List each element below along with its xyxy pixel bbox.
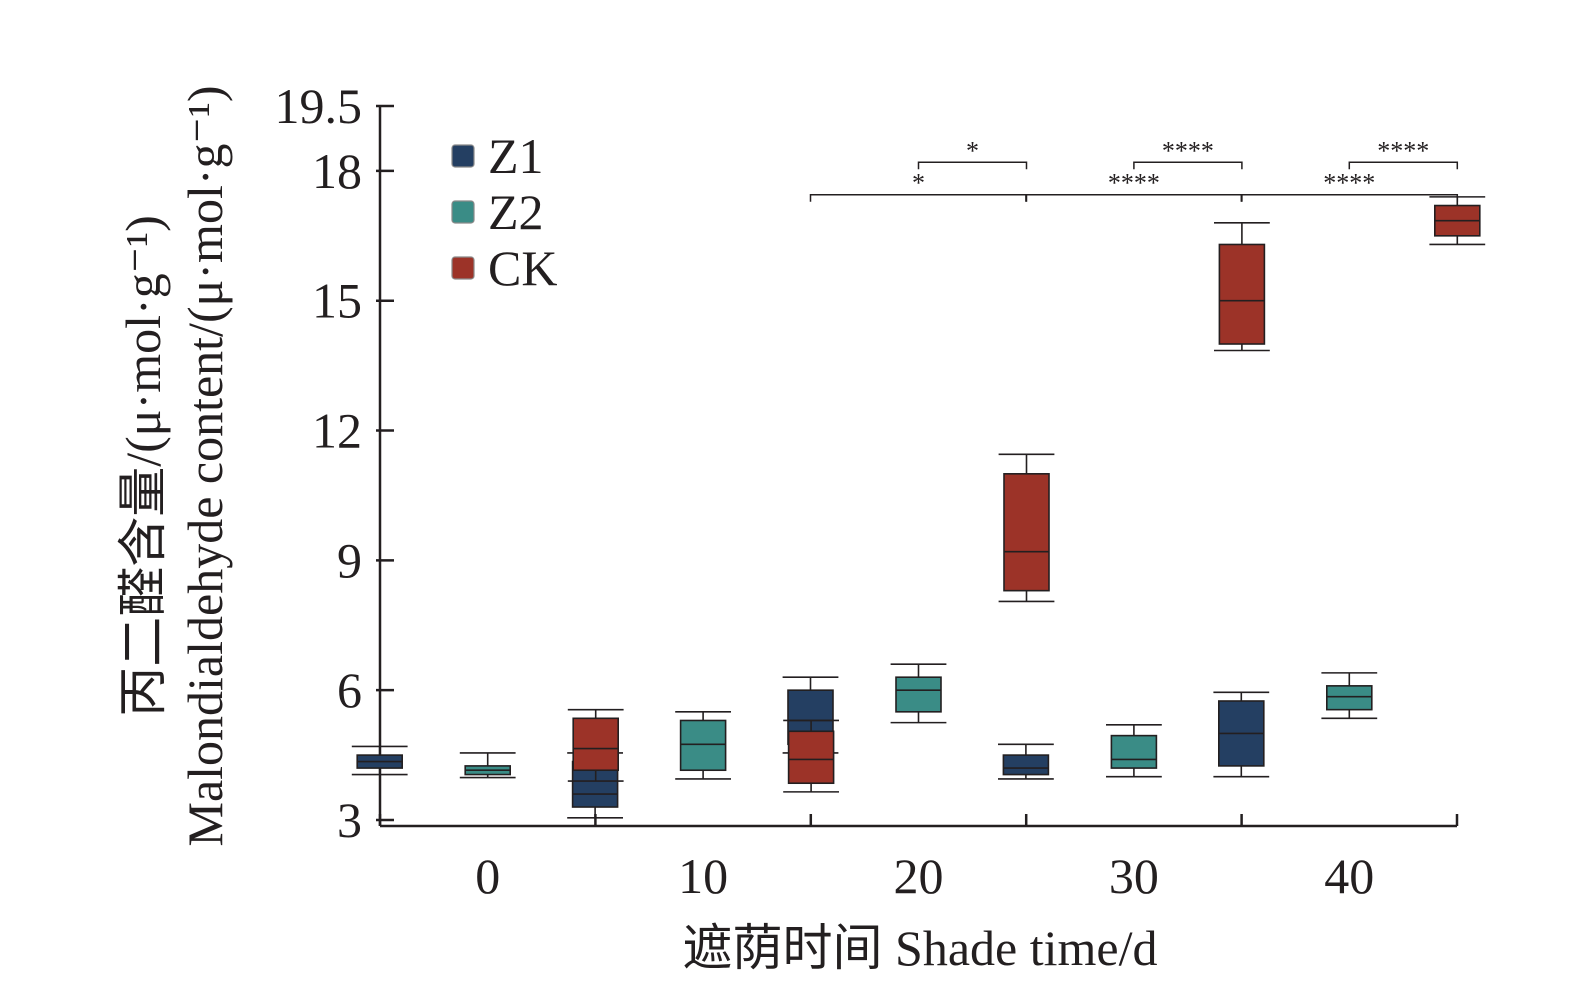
legend-swatch bbox=[451, 256, 475, 280]
legend-swatch bbox=[451, 144, 475, 168]
y-tick-label: 3 bbox=[337, 792, 362, 848]
x-tick-label: 20 bbox=[894, 848, 944, 904]
box-iqr bbox=[787, 730, 835, 785]
box-CK-40 bbox=[1429, 196, 1486, 246]
legend-item-CK: CK bbox=[451, 240, 557, 296]
significance-label: **** bbox=[1323, 169, 1375, 198]
x-tick-label: 0 bbox=[475, 848, 500, 904]
box-iqr bbox=[679, 719, 727, 772]
significance-label: **** bbox=[1162, 136, 1214, 165]
box-Z1-40 bbox=[1213, 691, 1270, 778]
y-tick-label: 6 bbox=[337, 662, 362, 718]
significance-label: * bbox=[912, 169, 925, 198]
box-Z2-0 bbox=[459, 752, 516, 779]
box-iqr bbox=[895, 676, 942, 713]
significance-30-Z2-CK: **** bbox=[1133, 136, 1243, 170]
legend-label: CK bbox=[488, 240, 557, 296]
legend-item-Z1: Z1 bbox=[451, 128, 544, 184]
box-CK-0 bbox=[567, 708, 624, 782]
x-axis-title: 遮荫时间 Shade time/d bbox=[683, 920, 1158, 976]
box-series bbox=[351, 196, 1486, 819]
legend-label: Z1 bbox=[488, 128, 544, 184]
significance-bracket bbox=[1240, 193, 1459, 202]
y-axis-title-en: Malondialdehyde content/(μ·mol·g⁻¹) bbox=[177, 85, 233, 846]
box-Z2-40 bbox=[1321, 672, 1378, 720]
significance-20-Z2-CK: * bbox=[917, 136, 1028, 170]
significance-label: **** bbox=[1108, 169, 1160, 198]
x-tick-label: 30 bbox=[1109, 848, 1159, 904]
box-iqr bbox=[572, 717, 620, 772]
box-Z1-30 bbox=[998, 743, 1054, 780]
box-Z2-30 bbox=[1106, 723, 1162, 778]
x-tick-label: 10 bbox=[678, 848, 728, 904]
legend-label: Z2 bbox=[488, 184, 544, 240]
legend-swatch bbox=[451, 200, 475, 224]
box-iqr bbox=[1003, 473, 1050, 592]
y-tick-label: 15 bbox=[312, 273, 362, 329]
box-Z1-0 bbox=[351, 745, 408, 776]
significance-20-Z1-CK: * bbox=[809, 169, 1028, 202]
axes bbox=[378, 106, 1457, 828]
box-CK-20 bbox=[998, 453, 1055, 603]
significance-label: * bbox=[966, 136, 979, 165]
box-CK-30 bbox=[1214, 222, 1270, 352]
box-Z2-20 bbox=[890, 663, 947, 724]
significance-bracket bbox=[917, 161, 1028, 170]
significance-40-Z2-CK: **** bbox=[1348, 136, 1459, 170]
x-axis-ticks: 0 10 20 30 40 bbox=[378, 814, 1459, 904]
y-tick-label: 9 bbox=[337, 532, 362, 588]
y-axis-title-cn: 丙二醛含量/(μ·mol·g⁻¹) bbox=[115, 215, 171, 716]
box-iqr bbox=[1326, 685, 1373, 711]
box-Z2-10 bbox=[675, 711, 731, 780]
box-iqr bbox=[1218, 243, 1266, 345]
y-tick-label: 12 bbox=[312, 403, 362, 459]
x-tick-label: 40 bbox=[1324, 848, 1374, 904]
y-axis-ticks: 3 6 9 12 15 18 19.5 bbox=[275, 78, 394, 848]
y-tick-label: 18 bbox=[312, 143, 362, 199]
box-iqr bbox=[1110, 734, 1158, 769]
significance-30-Z1-CK: **** bbox=[1025, 169, 1243, 202]
legend-item-Z2: Z2 bbox=[451, 184, 544, 240]
box-CK-10 bbox=[783, 719, 839, 793]
significance-bracket bbox=[1133, 161, 1243, 170]
y-tick-label: 19.5 bbox=[275, 78, 363, 134]
box-iqr bbox=[1002, 754, 1050, 776]
significance-brackets: ****************** bbox=[809, 136, 1459, 202]
significance-label: **** bbox=[1377, 136, 1429, 165]
significance-40-Z1-CK: **** bbox=[1240, 169, 1459, 202]
significance-bracket bbox=[1348, 161, 1459, 170]
